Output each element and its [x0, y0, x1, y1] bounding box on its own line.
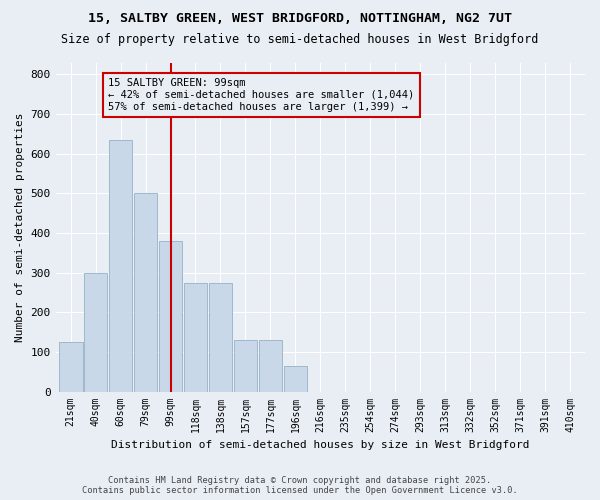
Bar [259, 340, 282, 392]
Bar [109, 140, 133, 392]
Bar [59, 342, 83, 392]
Bar [284, 366, 307, 392]
Text: 15, SALTBY GREEN, WEST BRIDGFORD, NOTTINGHAM, NG2 7UT: 15, SALTBY GREEN, WEST BRIDGFORD, NOTTIN… [88, 12, 512, 26]
Bar [209, 282, 232, 392]
Bar [134, 194, 157, 392]
Text: Size of property relative to semi-detached houses in West Bridgford: Size of property relative to semi-detach… [61, 32, 539, 46]
X-axis label: Distribution of semi-detached houses by size in West Bridgford: Distribution of semi-detached houses by … [111, 440, 530, 450]
Text: Contains HM Land Registry data © Crown copyright and database right 2025.
Contai: Contains HM Land Registry data © Crown c… [82, 476, 518, 495]
Bar [233, 340, 257, 392]
Bar [84, 272, 107, 392]
Bar [184, 282, 208, 392]
Bar [158, 241, 182, 392]
Text: 15 SALTBY GREEN: 99sqm
← 42% of semi-detached houses are smaller (1,044)
57% of : 15 SALTBY GREEN: 99sqm ← 42% of semi-det… [108, 78, 415, 112]
Y-axis label: Number of semi-detached properties: Number of semi-detached properties [15, 112, 25, 342]
